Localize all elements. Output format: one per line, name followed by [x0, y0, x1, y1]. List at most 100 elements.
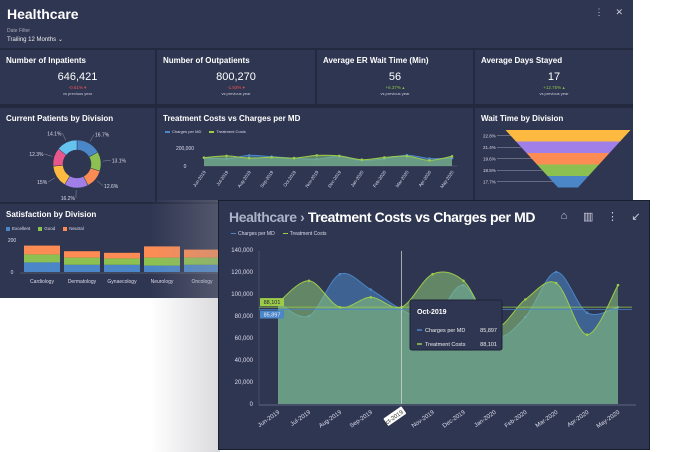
- x-tick-label: Apr-2020: [567, 409, 591, 428]
- funnel-label: 22.8%: [483, 133, 496, 138]
- data-point: [428, 159, 431, 162]
- kpi-card: Number of Inpatients 646,421 -0.61% ▾ vs…: [0, 50, 155, 104]
- more-vertical-icon[interactable]: ⋮: [594, 7, 604, 17]
- shape-icon[interactable]: ⌂: [560, 210, 568, 222]
- data-point: [431, 272, 434, 276]
- x-tick-label: Cardiology: [30, 279, 54, 285]
- data-point: [369, 296, 373, 299]
- data-point: [554, 281, 558, 285]
- x-tick-label: Aug-2019: [237, 169, 253, 188]
- slice-label: 14.1%: [47, 131, 62, 137]
- patients-by-division-card: Current Patients by Division 16.7% 13.1% 1…: [0, 108, 155, 202]
- data-point: [616, 283, 620, 287]
- x-tick-label: Oncology: [191, 279, 213, 285]
- data-point: [450, 154, 454, 158]
- data-point: [405, 154, 409, 158]
- y-tick-label: 200: [8, 238, 17, 244]
- x-tick-label: Dec-2019: [442, 409, 467, 429]
- collapse-icon[interactable]: ↙: [631, 211, 641, 223]
- data-point: [247, 154, 251, 157]
- more-vertical-icon[interactable]: ⋮: [607, 211, 618, 223]
- y-tick-label: 20,000: [235, 380, 254, 386]
- data-point: [337, 154, 341, 158]
- tooltip-box: [409, 299, 503, 351]
- data-point: [338, 272, 342, 276]
- kpi-delta: -1.93% ▾: [227, 85, 245, 90]
- data-point: [307, 279, 311, 283]
- tooltip-title: Oct-2019: [417, 309, 447, 316]
- card-title: Wait Time by Division: [481, 114, 564, 123]
- slice-label: 16.2%: [61, 196, 76, 202]
- leader-line: [96, 180, 104, 186]
- costs-axis-label: 88,101: [264, 300, 281, 306]
- bar-segment: [64, 251, 100, 258]
- bar-segment: [24, 262, 60, 272]
- x-tick-label: May-2020: [439, 169, 455, 189]
- kpi-title: Number of Outpatients: [163, 56, 250, 65]
- trend-down-icon: ▾: [82, 85, 87, 90]
- x-tick-label: Sep-2019: [259, 169, 275, 188]
- slice-label: 12.3%: [29, 152, 44, 158]
- close-icon[interactable]: ✕: [615, 7, 623, 17]
- x-tick-label: Nov-2019: [411, 409, 436, 429]
- legend-charges[interactable]: Charges per MD: [231, 231, 275, 237]
- kpi-value: 646,421: [57, 71, 98, 83]
- data-point: [270, 155, 273, 159]
- bar-segment: [24, 245, 60, 255]
- dashboard-header: Healthcare Date Filter Trailing 12 Month…: [0, 0, 633, 48]
- y-tick-label: 0: [250, 402, 254, 408]
- data-point: [369, 288, 373, 291]
- costs-mini-card: Treatment Costs vs Charges per MD Charge…: [157, 108, 473, 202]
- x-tick-label: Feb-2020: [504, 409, 529, 429]
- kpi-delta: +12.75% ▴: [543, 85, 565, 90]
- y-tick-label: 100,000: [231, 292, 253, 298]
- legend-costs: Treatment Costs: [209, 129, 246, 134]
- kpi-subtitle: vs previous year: [62, 91, 93, 96]
- leader-line: [44, 153, 53, 157]
- legend-costs[interactable]: Treatment Costs: [282, 231, 326, 237]
- slice-label: 15%: [37, 180, 48, 186]
- detail-panel: Healthcare › Treatment Costs vs Charges …: [218, 200, 650, 450]
- breadcrumb-healthcare[interactable]: Healthcare: [229, 209, 297, 225]
- data-point: [360, 158, 364, 161]
- bar-segment: [64, 257, 100, 265]
- detail-title: Healthcare › Treatment Costs vs Charges …: [229, 209, 536, 225]
- bar-segment: [184, 257, 220, 265]
- data-point: [315, 154, 319, 157]
- data-point: [585, 311, 589, 314]
- x-tick-label: Dec-2019: [327, 169, 343, 188]
- bar-segment: [184, 264, 220, 272]
- card-title: Current Patients by Division: [6, 114, 114, 123]
- x-tick-label: Apr-2020: [418, 169, 433, 187]
- y-tick-label: 200,000: [176, 146, 194, 152]
- shadow: [150, 200, 220, 452]
- charges-axis-badge: [260, 310, 284, 319]
- trend-up-icon: ▴: [561, 85, 565, 90]
- kpi-subtitle: vs previous year: [380, 91, 410, 96]
- legend-neutral: Neutral: [63, 226, 84, 231]
- area-chart[interactable]: 0 20,000 40,000 60,000 80,000 100,000 120,000 1…: [219, 201, 651, 451]
- kpi-title: Number of Inpatients: [6, 56, 87, 65]
- trend-up-icon: ▴: [400, 85, 405, 90]
- slice-label: 16.7%: [95, 133, 110, 139]
- bar-chart-icon[interactable]: ▥: [583, 211, 594, 223]
- bar-segment: [104, 258, 140, 265]
- y-tick-label: 80,000: [235, 314, 254, 320]
- x-tick-label: Aug-2019: [318, 409, 343, 429]
- data-point: [225, 154, 228, 158]
- funnel-label: 18.5%: [483, 168, 496, 173]
- funnel-segment: [526, 153, 610, 165]
- date-filter-dropdown[interactable]: Trailing 12 Months ⌄: [7, 36, 63, 43]
- bar-segment: [104, 264, 140, 272]
- x-tick-label: Mar-2020: [395, 169, 410, 188]
- x-tick-label: Mar-2020: [535, 409, 560, 429]
- kpi-title: Average Days Stayed: [481, 56, 563, 65]
- funnel-label: 21.4%: [483, 145, 496, 150]
- bar-segment: [144, 265, 180, 272]
- tooltip-value: 88,101: [480, 342, 497, 348]
- slice-label: 13.1%: [112, 158, 127, 164]
- slice-label: 12.6%: [104, 184, 119, 190]
- funnel-segment: [547, 176, 589, 188]
- leader-line: [48, 177, 56, 183]
- kpi-subtitle: vs previous year: [539, 91, 569, 96]
